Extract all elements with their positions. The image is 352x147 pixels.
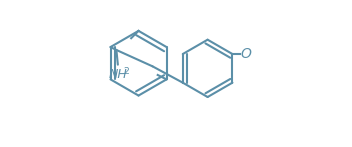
Text: 2: 2 bbox=[124, 67, 129, 76]
Text: NH: NH bbox=[108, 68, 127, 81]
Text: O: O bbox=[240, 47, 251, 61]
